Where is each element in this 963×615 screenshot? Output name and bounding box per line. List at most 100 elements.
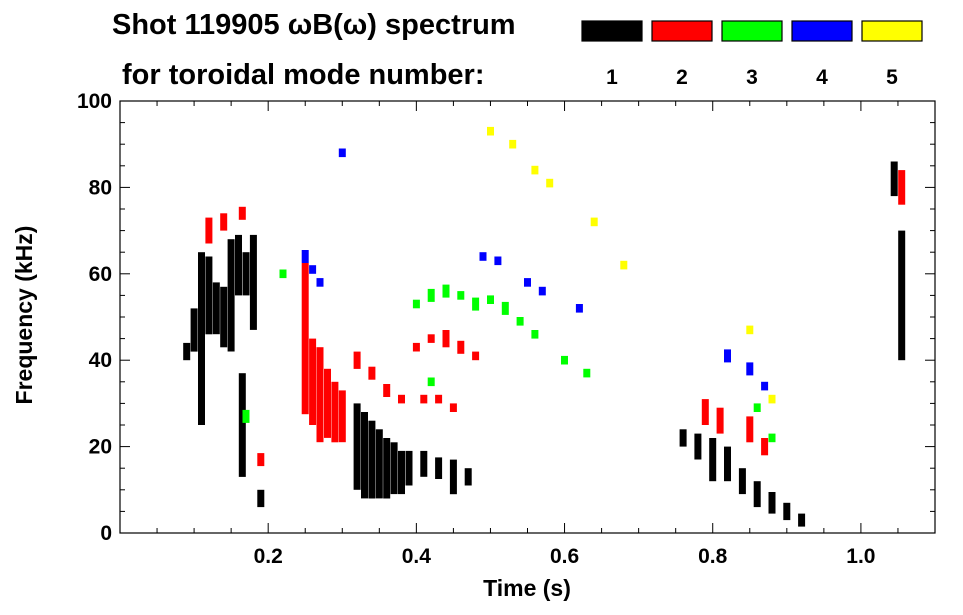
mark-mode2-12 (383, 384, 391, 397)
mark-mode2-7 (324, 368, 331, 438)
legend-swatch-mode-1 (581, 20, 643, 42)
legend-swatch-mode-3 (721, 20, 783, 42)
mark-mode4-0 (301, 250, 309, 263)
x-tick-label-4: 1.0 (846, 545, 875, 568)
mark-mode1-11 (257, 489, 265, 508)
y-tick-label-0: 0 (100, 522, 112, 545)
mark-mode1-19 (405, 450, 413, 486)
mark-mode1-13 (361, 412, 368, 499)
mark-mode2-6 (316, 347, 324, 443)
mark-mode2-19 (442, 330, 450, 348)
mark-mode1-29 (753, 481, 761, 508)
mark-mode2-22 (701, 399, 709, 425)
mark-mode3-6 (472, 297, 480, 311)
mark-mode3-10 (531, 330, 539, 339)
mark-mode1-7 (235, 234, 242, 296)
mark-mode1-15 (375, 429, 383, 499)
mark-mode2-5 (309, 338, 317, 425)
mark-mode2-13 (398, 394, 405, 404)
y-tick-label-3: 60 (89, 263, 112, 286)
x-tick-label-1: 0.4 (402, 545, 432, 568)
mark-mode1-21 (435, 457, 443, 479)
mark-mode1-30 (768, 492, 776, 514)
mark-mode1-17 (390, 442, 398, 495)
mark-mode1-28 (738, 468, 746, 495)
mark-mode4-6 (524, 278, 531, 287)
mark-mode1-24 (679, 429, 687, 447)
mark-mode2-16 (449, 403, 457, 412)
mark-mode3-11 (561, 355, 568, 365)
mark-mode1-9 (249, 234, 257, 330)
mark-mode1-3 (205, 256, 213, 335)
legend-swatch-mode-2 (651, 20, 713, 42)
mark-mode3-1 (279, 269, 287, 279)
mark-mode2-8 (331, 381, 339, 443)
mark-mode3-2 (412, 299, 420, 309)
axes: 0 20 40 60 80 100 0.2 0.4 0.6 0.8 1.0 (77, 90, 935, 568)
mark-mode5-7 (768, 394, 776, 404)
legend-label-mode-2: 2 (676, 66, 688, 89)
mark-mode2-14 (420, 394, 428, 404)
mark-mode2-0 (205, 217, 213, 244)
mark-mode1-5 (220, 286, 228, 348)
mark-mode3-3 (427, 288, 435, 302)
mark-mode2-1 (220, 213, 228, 231)
mark-mode1-1 (190, 308, 198, 352)
legend-label-mode-5: 5 (886, 66, 898, 89)
mark-mode5-3 (546, 178, 554, 188)
mark-mode2-4 (301, 263, 309, 415)
mark-mode1-34 (898, 230, 906, 361)
mark-mode4-10 (746, 362, 754, 376)
series-2 (205, 170, 906, 467)
mark-mode4-2 (316, 278, 324, 287)
x-axis-label: Time (s) (483, 575, 571, 601)
mark-mode1-12 (353, 403, 361, 490)
mark-mode2-23 (716, 407, 724, 434)
mark-mode1-23 (464, 468, 472, 486)
mark-mode1-10 (238, 373, 246, 477)
y-axis-label: Frequency (kHz) (11, 226, 37, 405)
legend-label-mode-1: 1 (606, 66, 618, 89)
mark-mode5-1 (509, 139, 517, 149)
mark-mode5-6 (746, 325, 754, 335)
mark-mode2-9 (338, 390, 346, 443)
mark-mode3-5 (457, 291, 465, 300)
y-tick-label-2: 40 (89, 349, 112, 372)
legend-swatch-mode-5 (861, 20, 923, 42)
mark-mode2-11 (368, 366, 376, 380)
mark-mode2-24 (746, 416, 754, 443)
mark-mode2-2 (238, 206, 246, 220)
mark-mode2-15 (435, 394, 443, 404)
mark-mode1-27 (724, 446, 731, 482)
mark-mode1-2 (198, 252, 205, 425)
legend-label-mode-3: 3 (746, 66, 758, 89)
mark-mode4-9 (724, 349, 731, 363)
mark-mode2-20 (457, 340, 465, 354)
mark-mode2-26 (898, 170, 906, 205)
mark-mode5-5 (620, 260, 628, 270)
mark-mode1-33 (890, 161, 898, 197)
mark-mode4-7 (538, 286, 546, 296)
mark-mode3-13 (427, 377, 435, 387)
x-tick-label-0: 0.2 (254, 545, 283, 568)
mark-mode1-8 (242, 252, 250, 296)
mark-mode1-31 (783, 502, 791, 521)
mark-mode3-0 (242, 409, 250, 423)
mark-mode3-14 (753, 403, 761, 412)
mark-mode3-4 (442, 284, 450, 298)
mark-mode2-21 (472, 351, 480, 361)
mark-mode2-17 (412, 342, 420, 352)
series-4 (301, 148, 769, 391)
chart-title-line2: for toroidal mode number: (122, 59, 485, 91)
mark-mode3-12 (583, 368, 591, 378)
mark-mode1-18 (398, 450, 405, 495)
mark-mode3-8 (501, 301, 509, 315)
x-tick-label-2: 0.6 (550, 545, 579, 568)
mark-mode5-2 (531, 165, 539, 175)
y-tick-label-5: 100 (77, 90, 112, 113)
mark-mode1-25 (694, 433, 702, 460)
mark-mode2-3 (257, 453, 265, 467)
mark-mode1-22 (449, 459, 457, 495)
mark-mode1-14 (368, 420, 376, 499)
